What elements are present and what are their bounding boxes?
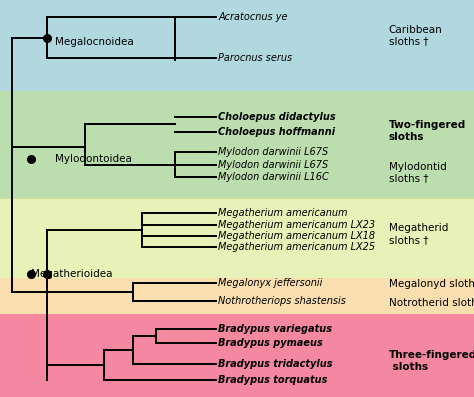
Text: Bradypus variegatus: Bradypus variegatus [218, 324, 332, 334]
Text: Bradypus torquatus: Bradypus torquatus [218, 375, 328, 385]
Text: Notrotherid sloths †: Notrotherid sloths † [389, 297, 474, 308]
Bar [0, 91, 474, 198]
Text: Choloepus hoffmanni: Choloepus hoffmanni [218, 127, 335, 137]
Text: Choloepus didactylus: Choloepus didactylus [218, 112, 336, 122]
Text: Nothrotheriops shastensis: Nothrotheriops shastensis [218, 296, 346, 306]
Bar [0, 278, 474, 314]
Text: Megatherium americanum LX23: Megatherium americanum LX23 [218, 220, 375, 230]
Text: Megatherium americanum: Megatherium americanum [218, 208, 347, 218]
Text: Acratocnus ye: Acratocnus ye [218, 12, 288, 23]
Bar [0, 0, 474, 91]
Text: Parocnus serus: Parocnus serus [218, 53, 292, 64]
Text: Bradypus tridactylus: Bradypus tridactylus [218, 359, 333, 370]
Bar [0, 198, 474, 278]
Bar [0, 314, 474, 397]
Text: Megalocnoidea: Megalocnoidea [55, 37, 133, 48]
Text: Caribbean
sloths †: Caribbean sloths † [389, 25, 442, 46]
Text: Bradypus pymaeus: Bradypus pymaeus [218, 338, 323, 348]
Text: Two-fingered
sloths: Two-fingered sloths [389, 120, 466, 142]
Text: Mylodon darwinii L67S: Mylodon darwinii L67S [218, 147, 328, 158]
Text: Megatherioidea: Megatherioidea [31, 269, 112, 279]
Text: Mylodon darwinii L67S: Mylodon darwinii L67S [218, 160, 328, 170]
Text: Megatherium americanum LX25: Megatherium americanum LX25 [218, 242, 375, 252]
Text: Mylodontid
sloths †: Mylodontid sloths † [389, 162, 447, 183]
Text: Mylodon darwinii L16C: Mylodon darwinii L16C [218, 172, 329, 183]
Text: Three-fingered
 sloths: Three-fingered sloths [389, 351, 474, 372]
Text: Megalonyx jeffersonii: Megalonyx jeffersonii [218, 278, 322, 288]
Text: Megalonyd sloths †: Megalonyd sloths † [389, 279, 474, 289]
Text: Megatherid
sloths †: Megatherid sloths † [389, 224, 448, 245]
Text: Mylodontoidea: Mylodontoidea [55, 154, 131, 164]
Text: Megatherium americanum LX18: Megatherium americanum LX18 [218, 231, 375, 241]
